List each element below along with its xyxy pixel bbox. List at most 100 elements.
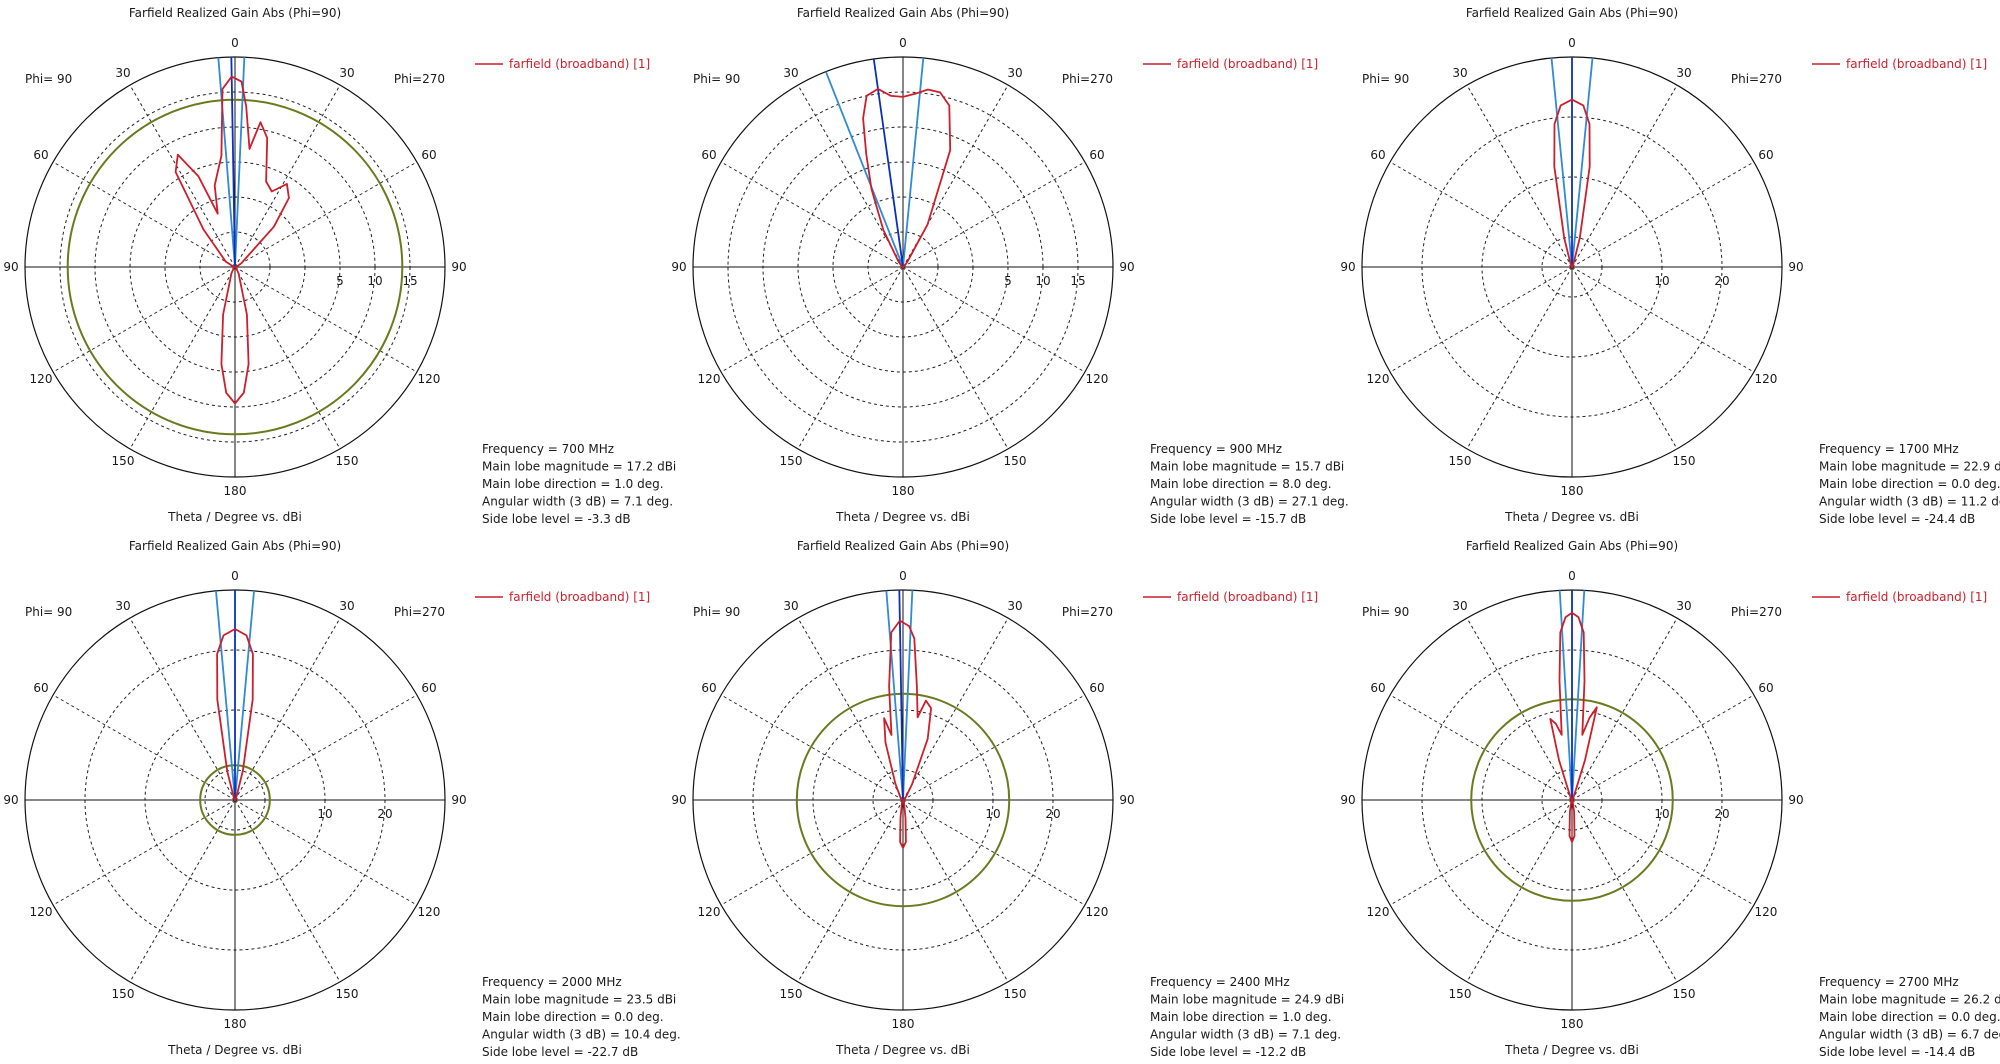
polar-plot-5: Farfield Realized Gain Abs (Phi=90) 0 30 60…	[671, 539, 1344, 1059]
angular-width-label: Angular width (3 dB) = 7.1 deg.	[482, 495, 673, 509]
angle-tick-label: 90	[451, 260, 466, 274]
angle-grid-line	[234, 799, 418, 906]
angle-grid-line	[234, 694, 418, 801]
angle-tick-label: 180	[892, 1017, 915, 1031]
angular-width-label: Angular width (3 dB) = 6.7 deg.	[1819, 1028, 2000, 1042]
angle-tick-label: 150	[336, 987, 359, 1001]
phi-right-label: Phi=270	[1731, 72, 1782, 86]
angle-tick-label: 30	[1452, 66, 1467, 80]
beam-width-line	[234, 590, 255, 801]
polar-plot-3: Farfield Realized Gain Abs (Phi=90) 0 30 60…	[1340, 6, 2000, 526]
angle-tick-label: 30	[1007, 66, 1022, 80]
angle-tick-label: 150	[1004, 454, 1027, 468]
phi-left-label: Phi= 90	[1362, 72, 1409, 86]
main-lobe-direction-label: Main lobe direction = 1.0 deg.	[482, 477, 664, 491]
angular-width-label: Angular width (3 dB) = 10.4 deg.	[482, 1028, 681, 1042]
x-axis-label: Theta / Degree vs. dBi	[1504, 510, 1639, 524]
angle-tick-label: 30	[783, 599, 798, 613]
radiation-pattern-curve	[1553, 98, 1591, 269]
angle-tick-label: 120	[30, 905, 53, 919]
frequency-label: Frequency = 2700 MHz	[1819, 975, 1959, 989]
angular-width-label: Angular width (3 dB) = 27.1 deg.	[1150, 495, 1349, 509]
angle-tick-label: 60	[1089, 681, 1104, 695]
radiation-pattern-curve	[1549, 611, 1598, 843]
x-axis-label: Theta / Degree vs. dBi	[1504, 1043, 1639, 1057]
side-lobe-level-label: Side lobe level = -22.7 dB	[482, 1045, 638, 1059]
angle-tick-label: 180	[892, 484, 915, 498]
angle-tick-label: 90	[1119, 260, 1134, 274]
x-axis-label: Theta / Degree vs. dBi	[167, 510, 302, 524]
angle-grid-line	[1571, 266, 1755, 373]
legend-label: farfield (broadband) [1]	[509, 57, 650, 71]
angle-tick-label: 150	[780, 454, 803, 468]
phi-left-label: Phi= 90	[25, 605, 72, 619]
angle-grid-line	[902, 799, 1009, 983]
angle-tick-label: 90	[1788, 793, 1803, 807]
angle-grid-line	[1571, 161, 1755, 268]
chart-title: Farfield Realized Gain Abs (Phi=90)	[129, 539, 341, 553]
main-lobe-magnitude-label: Main lobe magnitude = 17.2 dBi	[482, 460, 676, 474]
angle-grid-line	[1389, 161, 1573, 268]
angle-tick-label: 150	[1004, 987, 1027, 1001]
radiation-pattern-curve	[883, 619, 932, 849]
angle-tick-label: 0	[1568, 36, 1576, 50]
angle-tick-label: 150	[1449, 454, 1472, 468]
beam-width-line	[1558, 590, 1573, 801]
angle-grid-line	[902, 617, 1009, 801]
radial-tick-label: 5	[336, 274, 344, 288]
beam-width-line	[217, 57, 236, 268]
angle-tick-label: 90	[3, 793, 18, 807]
chart-title: Farfield Realized Gain Abs (Phi=90)	[797, 539, 1009, 553]
angle-tick-label: 60	[421, 681, 436, 695]
angle-tick-label: 0	[899, 569, 907, 583]
radial-tick-label: 10	[1654, 274, 1669, 288]
radial-tick-label: 15	[1070, 274, 1085, 288]
angle-grid-line	[1466, 799, 1573, 983]
angle-grid-line	[52, 694, 236, 801]
angle-grid-line	[52, 799, 236, 906]
angle-tick-label: 0	[231, 569, 239, 583]
angular-width-label: Angular width (3 dB) = 11.2 deg.	[1819, 495, 2000, 509]
radial-tick-label: 10	[1035, 274, 1050, 288]
angle-grid-line	[52, 266, 236, 373]
angle-grid-line	[1389, 266, 1573, 373]
angle-grid-line	[1571, 694, 1755, 801]
angle-tick-label: 60	[701, 148, 716, 162]
radial-tick-label: 20	[1714, 807, 1729, 821]
angle-tick-label: 150	[112, 454, 135, 468]
angle-grid-line	[797, 266, 904, 450]
angle-tick-label: 90	[671, 793, 686, 807]
beam-width-line	[902, 57, 925, 268]
main-lobe-direction-label: Main lobe direction = 1.0 deg.	[1150, 1010, 1332, 1024]
main-lobe-direction-label: Main lobe direction = 0.0 deg.	[482, 1010, 664, 1024]
angle-grid-line	[129, 266, 236, 450]
angle-tick-label: 120	[418, 372, 441, 386]
beam-width-line	[902, 590, 914, 801]
angle-grid-line	[797, 617, 904, 801]
angle-tick-label: 180	[224, 1017, 247, 1031]
x-axis-label: Theta / Degree vs. dBi	[835, 1043, 970, 1057]
angle-tick-label: 150	[336, 454, 359, 468]
radial-tick-label: 20	[1045, 807, 1060, 821]
beam-width-line	[1571, 590, 1586, 801]
angle-grid-line	[902, 161, 1086, 268]
phi-right-label: Phi=270	[1062, 72, 1113, 86]
angle-tick-label: 60	[1370, 681, 1385, 695]
angle-tick-label: 180	[224, 484, 247, 498]
angle-tick-label: 60	[33, 148, 48, 162]
angle-tick-label: 30	[115, 66, 130, 80]
angle-tick-label: 90	[1340, 260, 1355, 274]
angle-grid-line	[720, 694, 904, 801]
angle-grid-line	[720, 799, 904, 906]
chart-title: Farfield Realized Gain Abs (Phi=90)	[1466, 6, 1678, 20]
angle-tick-label: 60	[1370, 148, 1385, 162]
angle-tick-label: 120	[698, 372, 721, 386]
beam-width-line	[1571, 57, 1594, 268]
frequency-label: Frequency = 700 MHz	[482, 442, 614, 456]
angle-tick-label: 30	[339, 66, 354, 80]
polar-plot-4: Farfield Realized Gain Abs (Phi=90) 0 30 60…	[3, 539, 680, 1059]
angle-grid-line	[1466, 266, 1573, 450]
beam-width-line	[1550, 57, 1573, 268]
angle-tick-label: 30	[115, 599, 130, 613]
angle-tick-label: 120	[418, 905, 441, 919]
